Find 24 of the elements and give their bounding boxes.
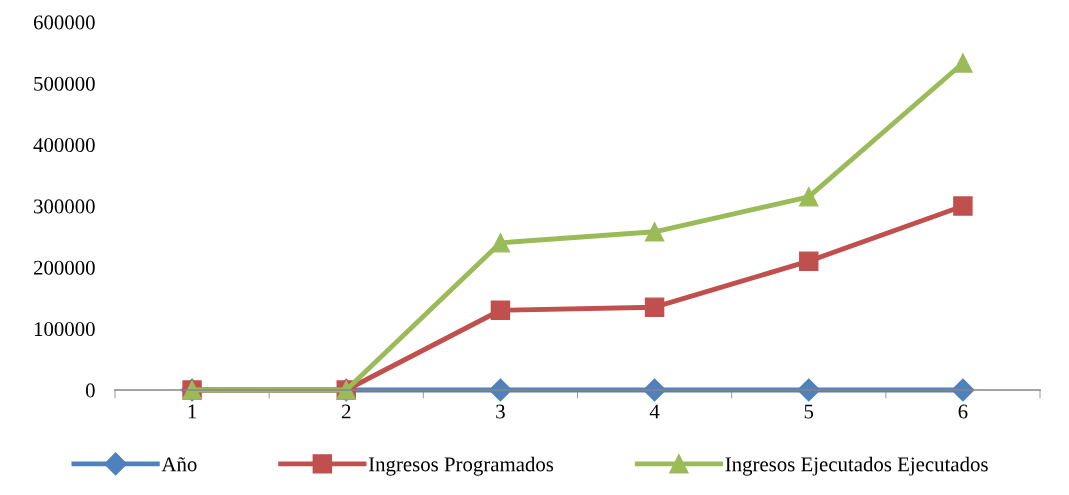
point (644, 297, 665, 317)
point (799, 187, 819, 207)
x-tick-label: 3 (496, 404, 505, 419)
point (953, 53, 973, 73)
x-tick-label: 5 (804, 404, 814, 419)
y-tick-label: 100000 (34, 322, 95, 337)
y-tick-label: 200000 (33, 260, 95, 275)
y-tick-label: 0 (85, 383, 95, 398)
x-tick-label: 1 (188, 404, 197, 419)
y-tick-label: 300000 (34, 199, 95, 214)
y-tick-label: 600000 (33, 15, 95, 30)
point (644, 222, 665, 242)
point (490, 300, 511, 320)
point (953, 196, 973, 216)
point (490, 233, 511, 253)
y-tick-label: 400000 (33, 138, 95, 153)
x-tick-label: 6 (958, 404, 968, 419)
point (799, 251, 819, 271)
legend-label: Ingresos Ejecutados Ejecutados (725, 456, 988, 476)
legend-label: Ingresos Programados (368, 456, 554, 476)
x-tick-label: 2 (341, 404, 351, 419)
y-tick-label: 500000 (34, 76, 95, 91)
legend-label: Año (161, 457, 197, 472)
x-tick-label: 4 (649, 404, 660, 419)
